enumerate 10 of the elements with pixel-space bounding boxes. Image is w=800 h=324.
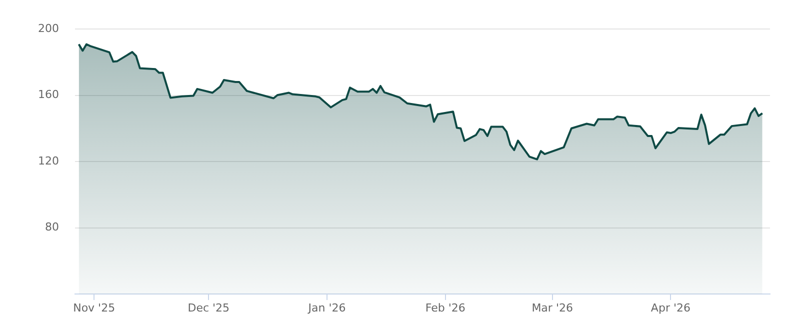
- x-tick-label: Dec '25: [188, 301, 230, 314]
- y-tick-label: 200: [38, 22, 59, 35]
- x-tick-label: Nov '25: [73, 301, 116, 314]
- x-tick-label: Mar '26: [532, 301, 573, 314]
- y-tick-label: 160: [38, 88, 59, 102]
- x-tick-label: Apr '26: [650, 301, 690, 314]
- y-tick-label: 80: [45, 220, 59, 234]
- x-tick-label: Jan '26: [307, 301, 346, 314]
- x-tick-label: Feb '26: [425, 301, 466, 314]
- y-tick-label: 120: [38, 154, 59, 168]
